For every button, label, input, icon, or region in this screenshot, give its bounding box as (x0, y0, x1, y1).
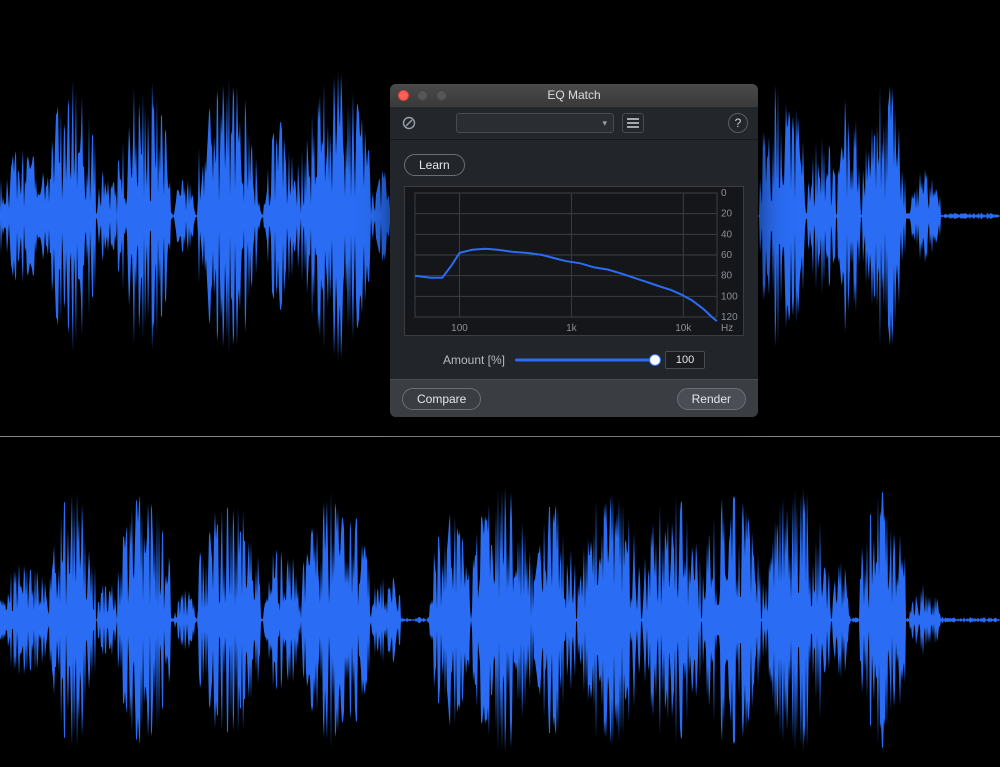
compare-label: Compare (417, 392, 466, 406)
amount-value[interactable]: 100 (665, 351, 705, 369)
waveform-b (0, 472, 1000, 767)
window-traffic-lights (390, 90, 447, 101)
bypass-icon[interactable] (400, 114, 418, 132)
help-button[interactable]: ? (728, 113, 748, 133)
preset-menu-button[interactable] (622, 113, 644, 133)
maximize-icon[interactable] (436, 90, 447, 101)
chevron-down-icon: ▾ (602, 118, 607, 129)
svg-text:100: 100 (451, 323, 468, 334)
track-divider (0, 436, 1000, 437)
amount-label: Amount [%] (443, 353, 505, 367)
slider-thumb[interactable] (649, 354, 661, 366)
preset-select[interactable]: ▾ (456, 113, 614, 133)
learn-label: Learn (419, 158, 450, 172)
window-titlebar[interactable]: EQ Match (390, 84, 758, 106)
minimize-icon[interactable] (417, 90, 428, 101)
svg-text:Hz: Hz (721, 323, 733, 334)
render-label: Render (692, 392, 731, 406)
eq-chart-wrap: 0 20 40 60 80 100 120 100 1k 10k Hz (404, 186, 744, 341)
dialog-toolbar: ▾ ? (390, 106, 758, 140)
waveform-track-b[interactable] (0, 472, 1000, 767)
svg-text:60: 60 (721, 250, 733, 261)
close-icon[interactable] (398, 90, 409, 101)
render-button[interactable]: Render (677, 388, 746, 410)
svg-text:40: 40 (721, 229, 733, 240)
svg-text:100: 100 (721, 291, 738, 302)
eq-match-dialog: EQ Match ▾ ? Learn 0 20 40 60 80 100 120 100 1k 1… (390, 84, 758, 417)
amount-row: Amount [%] 100 (404, 351, 744, 369)
compare-button[interactable]: Compare (402, 388, 481, 410)
svg-text:0: 0 (721, 188, 727, 199)
help-icon: ? (735, 116, 742, 130)
eq-spectrum-chart[interactable]: 0 20 40 60 80 100 120 100 1k 10k Hz (404, 186, 744, 336)
slider-fill (515, 359, 655, 362)
amount-slider[interactable] (515, 353, 655, 367)
svg-text:80: 80 (721, 271, 733, 282)
svg-text:10k: 10k (675, 323, 692, 334)
svg-text:20: 20 (721, 209, 733, 220)
learn-button[interactable]: Learn (404, 154, 465, 176)
menu-icon (627, 118, 639, 128)
stage: EQ Match ▾ ? Learn 0 20 40 60 80 100 120 100 1k 1… (0, 0, 1000, 767)
svg-text:1k: 1k (566, 323, 578, 334)
dialog-footer: Compare Render (390, 379, 758, 417)
dialog-body: Learn 0 20 40 60 80 100 120 100 1k 10k Hz Amount [… (390, 140, 758, 379)
svg-text:120: 120 (721, 312, 738, 323)
